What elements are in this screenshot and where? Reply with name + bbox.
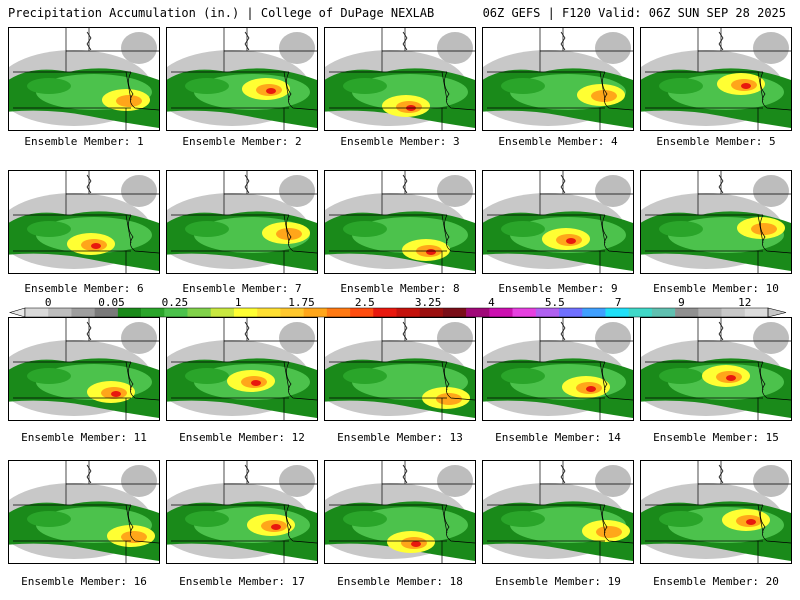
member-label: Ensemble Member: 13 [337,431,463,444]
colorbar-swatch [48,308,72,317]
ensemble-panel [482,170,634,274]
colorbar-swatch [71,308,95,317]
member-label: Ensemble Member: 10 [653,282,779,295]
member-label: Ensemble Member: 11 [21,431,147,444]
ensemble-panel [8,170,160,274]
colorbar-swatch [373,308,397,317]
colorbar-tick-label: 4 [488,296,495,309]
colorbar-swatch [419,308,444,317]
ensemble-panel [482,27,634,131]
member-label: Ensemble Member: 18 [337,575,463,588]
member-label: Ensemble Member: 3 [340,135,460,148]
ensemble-panel [166,460,318,564]
colorbar-swatch [559,308,583,317]
colorbar-swatch [94,308,119,317]
colorbar-swatch [582,308,606,317]
colorbar-tick-label: 1.75 [288,296,315,309]
member-label: Ensemble Member: 1 [24,135,144,148]
ensemble-panel [482,317,634,421]
member-label: Ensemble Member: 2 [182,135,302,148]
member-label: Ensemble Member: 20 [653,575,779,588]
ensemble-panel [166,170,318,274]
colorbar-swatch [396,308,421,317]
colorbar-swatch [512,308,537,317]
colorbar-swatch [651,308,676,317]
colorbar-swatch [466,308,490,317]
member-label: Ensemble Member: 15 [653,431,779,444]
member-label: Ensemble Member: 6 [24,282,144,295]
member-label: Ensemble Member: 17 [179,575,305,588]
colorbar-swatch [303,308,328,317]
member-label: Ensemble Member: 14 [495,431,621,444]
colorbar-swatch [210,308,235,317]
colorbar-swatch [233,308,258,317]
ensemble-panel [324,27,476,131]
colorbar-swatch [489,308,513,317]
member-label: Ensemble Member: 7 [182,282,302,295]
colorbar-tick-label: 1 [235,296,242,309]
ensemble-panel [324,170,476,274]
ensemble-panel [482,460,634,564]
ensemble-panel [324,317,476,421]
header-run-info: 06Z GEFS | F120 Valid: 06Z SUN SEP 28 20… [482,6,786,20]
colorbar-swatch [25,308,49,317]
colorbar-swatch [280,308,304,317]
colorbar-tick-label: 3.25 [415,296,442,309]
colorbar-right-arrow [767,307,787,318]
colorbar-swatch [721,308,746,317]
colorbar-legend: 0 0.05 0.25 1 1.75 2.5 3.25 4 5.5 7 9 12 [8,296,787,318]
ensemble-panel [640,170,792,274]
member-label: Ensemble Member: 9 [498,282,618,295]
member-label: Ensemble Member: 19 [495,575,621,588]
colorbar-tick-label: 7 [615,296,622,309]
colorbar-swatch [350,308,374,317]
member-label: Ensemble Member: 8 [340,282,460,295]
member-label: Ensemble Member: 16 [21,575,147,588]
colorbar-swatch [605,308,629,317]
ensemble-panel [8,317,160,421]
colorbar-swatch [628,308,653,317]
colorbar-swatch [442,308,467,317]
colorbar-tick-label: 0.25 [162,296,189,309]
ensemble-panel [8,27,160,131]
header-title: Precipitation Accumulation (in.) | Colle… [8,6,435,20]
ensemble-panel [324,460,476,564]
colorbar-swatch [326,308,351,317]
colorbar-swatch [744,308,769,317]
colorbar-tick-label: 12 [738,296,751,309]
colorbar-tick-label: 0.05 [98,296,125,309]
colorbar-swatch [675,308,699,317]
member-label: Ensemble Member: 5 [656,135,776,148]
colorbar-swatch [164,308,188,317]
colorbar-left-arrow [8,307,26,318]
colorbar-tick-label: 0 [45,296,52,309]
ensemble-panel [640,317,792,421]
colorbar-tick-label: 5.5 [545,296,565,309]
colorbar-swatch [698,308,722,317]
ensemble-panel [166,27,318,131]
ensemble-panel [8,460,160,564]
colorbar-swatch [187,308,212,317]
colorbar-tick-label: 2.5 [355,296,375,309]
colorbar-swatch [141,308,165,317]
colorbar-swatch [535,308,560,317]
colorbar-swatch [257,308,281,317]
ensemble-panel [166,317,318,421]
colorbar-swatch [117,308,142,317]
member-label: Ensemble Member: 12 [179,431,305,444]
colorbar-tick-label: 9 [678,296,685,309]
ensemble-panel [640,27,792,131]
member-label: Ensemble Member: 4 [498,135,618,148]
ensemble-panel [640,460,792,564]
